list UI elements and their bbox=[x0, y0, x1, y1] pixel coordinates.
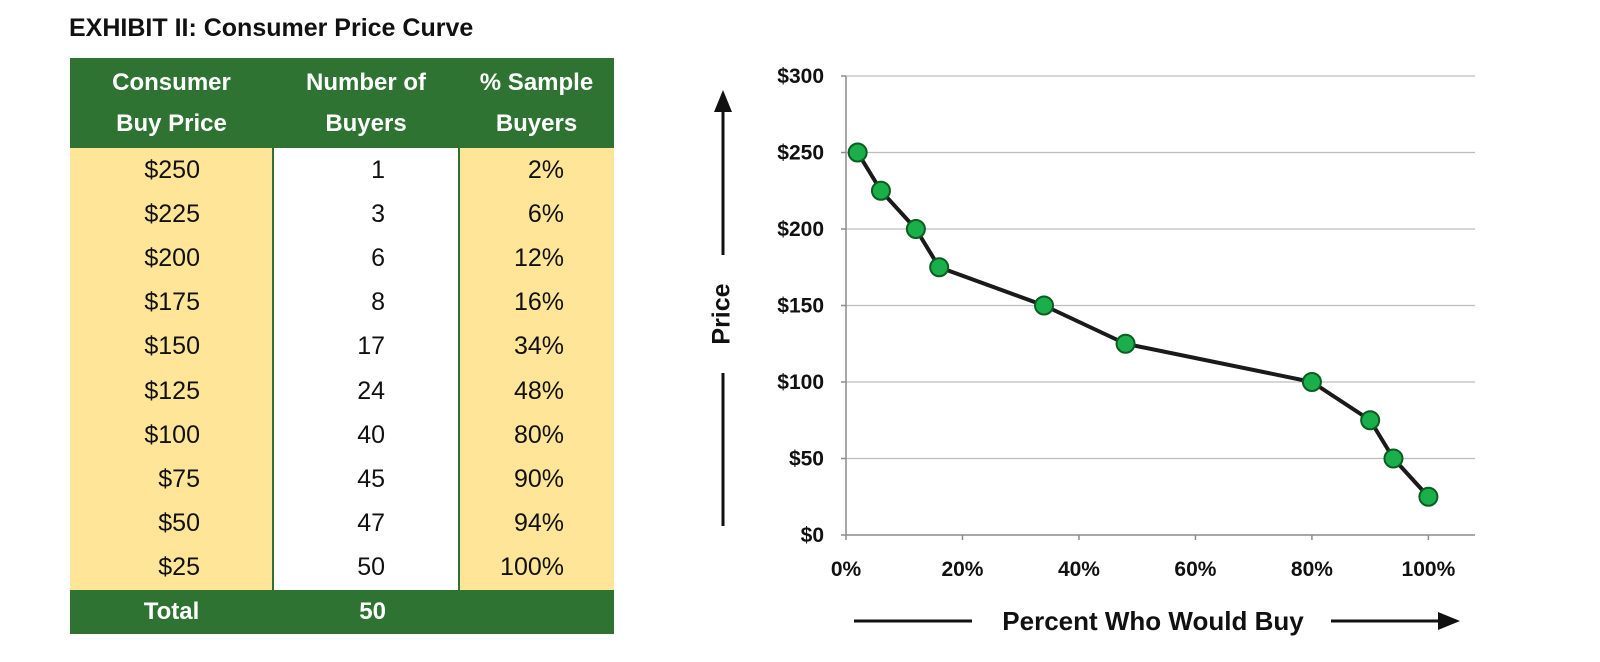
cell-number-of-buyers: 8 bbox=[272, 280, 460, 325]
price-curve-chart: $0 $50 $100 $150 $200 $250 $300 0% 20% 40% 60% 80% 1… bbox=[708, 65, 1475, 636]
cell-number-of-buyers: 45 bbox=[272, 457, 460, 502]
y-tick-label: $100 bbox=[777, 371, 824, 394]
cell-buy-price: $25 bbox=[70, 545, 273, 590]
cell-number-of-buyers: 6 bbox=[272, 236, 460, 281]
cell-percent-buyers: 12% bbox=[459, 236, 614, 281]
header-number-of-buyers: Number of Buyers bbox=[273, 58, 459, 148]
table-row: $250 1 2% bbox=[70, 148, 614, 193]
y-axis-arrow-head bbox=[714, 90, 732, 112]
table-header-row: Consumer Buy Price Number of Buyers % Samp… bbox=[70, 58, 614, 148]
header-percent-sample-buyers: % Sample Buyers bbox=[459, 58, 614, 148]
cell-percent-buyers: 100% bbox=[459, 545, 614, 590]
total-label: Total bbox=[70, 590, 273, 634]
x-axis-arrow-head bbox=[1438, 612, 1460, 630]
data-point bbox=[1418, 486, 1439, 507]
cell-percent-buyers: 6% bbox=[459, 192, 614, 237]
table-total-row: Total 50 bbox=[70, 590, 614, 634]
x-tick-label: 40% bbox=[1058, 558, 1100, 581]
cell-number-of-buyers: 24 bbox=[272, 368, 460, 414]
table-row: $100 40 80% bbox=[70, 413, 614, 458]
table-row: $75 45 90% bbox=[70, 457, 614, 502]
exhibit-title: EXHIBIT II: Consumer Price Curve bbox=[69, 14, 474, 42]
cell-buy-price: $100 bbox=[70, 413, 273, 458]
cell-buy-price: $175 bbox=[70, 280, 273, 325]
y-tick-label: $50 bbox=[789, 448, 824, 471]
cell-number-of-buyers: 47 bbox=[272, 501, 460, 546]
x-tick-label: 20% bbox=[941, 558, 983, 581]
cell-buy-price: $150 bbox=[70, 324, 273, 369]
cell-number-of-buyers: 17 bbox=[272, 324, 460, 369]
data-point bbox=[1360, 410, 1381, 431]
cell-number-of-buyers: 50 bbox=[272, 545, 460, 590]
table-row: $175 8 16% bbox=[70, 280, 614, 325]
y-axis-label: Price bbox=[708, 283, 736, 344]
table-row: $200 6 12% bbox=[70, 236, 614, 281]
cell-percent-buyers: 90% bbox=[459, 457, 614, 502]
header-consumer-buy-price: Consumer Buy Price bbox=[70, 58, 273, 148]
cell-percent-buyers: 80% bbox=[459, 413, 614, 458]
cell-buy-price: $250 bbox=[70, 148, 273, 193]
x-tick-label: 100% bbox=[1402, 558, 1456, 581]
table-row: $225 3 6% bbox=[70, 192, 614, 237]
y-tick-label: $250 bbox=[777, 142, 824, 165]
y-tick-label: $150 bbox=[777, 295, 824, 318]
table-row: $150 17 34% bbox=[70, 324, 614, 369]
cell-number-of-buyers: 3 bbox=[272, 192, 460, 237]
data-point bbox=[1383, 448, 1404, 469]
price-table: Consumer Buy Price Number of Buyers % Samp… bbox=[70, 58, 614, 634]
cell-percent-buyers: 34% bbox=[459, 324, 614, 369]
cell-number-of-buyers: 40 bbox=[272, 413, 460, 458]
data-point bbox=[929, 257, 950, 278]
cell-buy-price: $225 bbox=[70, 192, 273, 237]
cell-percent-buyers: 16% bbox=[459, 280, 614, 325]
data-point bbox=[1034, 295, 1055, 316]
data-point bbox=[847, 142, 868, 163]
table-row: $125 24 48% bbox=[70, 368, 614, 414]
y-tick-label: $200 bbox=[777, 218, 824, 241]
cell-percent-buyers: 48% bbox=[459, 368, 614, 414]
table-row: $25 50 100% bbox=[70, 545, 614, 590]
cell-number-of-buyers: 1 bbox=[272, 148, 460, 193]
cell-buy-price: $75 bbox=[70, 457, 273, 502]
data-point bbox=[905, 219, 926, 239]
data-point bbox=[1301, 372, 1322, 392]
cell-buy-price: $200 bbox=[70, 236, 273, 281]
table-row: $50 47 94% bbox=[70, 501, 614, 546]
total-empty bbox=[459, 590, 614, 634]
y-tick-label: $0 bbox=[801, 524, 824, 547]
cell-percent-buyers: 2% bbox=[459, 148, 614, 193]
cell-buy-price: $125 bbox=[70, 368, 273, 414]
x-tick-label: 0% bbox=[831, 558, 862, 581]
cell-buy-price: $50 bbox=[70, 501, 273, 546]
total-buyers: 50 bbox=[273, 590, 459, 634]
y-tick-label: $300 bbox=[777, 65, 824, 88]
x-tick-label: 60% bbox=[1174, 558, 1216, 581]
series-line bbox=[855, 151, 1430, 499]
data-point bbox=[1115, 333, 1136, 354]
x-tick-label: 80% bbox=[1291, 558, 1333, 581]
cell-percent-buyers: 94% bbox=[459, 501, 614, 546]
data-point bbox=[870, 180, 891, 201]
x-axis-label: Percent Who Would Buy bbox=[1002, 606, 1304, 636]
